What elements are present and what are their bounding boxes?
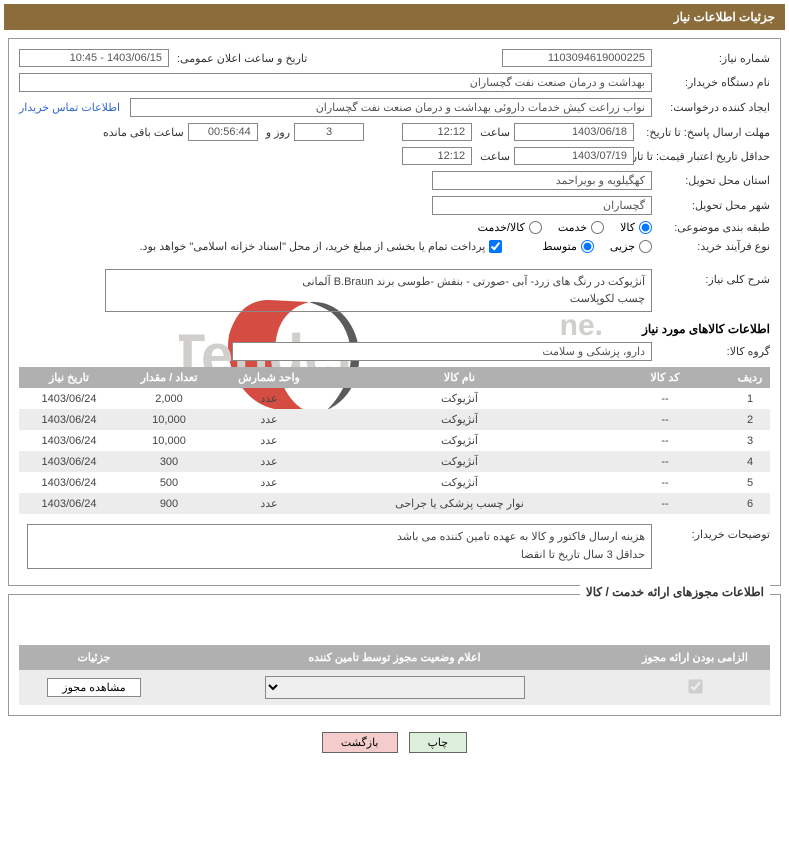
category-goods-service-radio[interactable] [529, 221, 542, 234]
category-label: طبقه بندی موضوعی: [660, 221, 770, 234]
th-name: نام کالا [319, 367, 600, 388]
goods-table: ردیف کد کالا نام کالا واحد شمارش تعداد /… [19, 367, 770, 514]
delivery-city-field: گچساران [432, 196, 652, 215]
announce-datetime-label: تاریخ و ساعت اعلان عمومی: [177, 52, 307, 65]
days-count-field: 3 [294, 123, 364, 141]
license-status-select[interactable] [265, 676, 525, 699]
remaining-label: ساعت باقی مانده [103, 126, 184, 139]
footer-buttons: چاپ بازگشت [4, 724, 785, 757]
main-form-panel: شماره نیاز: 1103094619000225 تاریخ و ساع… [8, 38, 781, 586]
license-panel-title: اطلاعات مجوزهای ارائه خدمت / کالا [580, 585, 770, 599]
validity-time-field: 12:12 [402, 147, 472, 165]
process-medium-label: متوسط [542, 240, 577, 253]
validity-date-field: 1403/07/19 [514, 147, 634, 165]
buyer-notes-line2: حداقل 3 سال تاریخ تا انقضا [34, 547, 645, 565]
time-label-1: ساعت [480, 126, 510, 139]
buyer-notes-field: هزینه ارسال فاکتور و کالا به عهده تامین … [27, 524, 652, 569]
view-license-button[interactable]: مشاهده مجوز [47, 678, 140, 697]
th-unit: واحد شمارش [219, 367, 319, 388]
table-row: 3 -- آنژیوکت عدد 10,000 1403/06/24 [19, 430, 770, 451]
th-mandatory: الزامی بودن ارائه مجوز [620, 645, 770, 670]
announce-datetime-field: 1403/06/15 - 10:45 [19, 49, 169, 67]
header-title: جزئیات اطلاعات نیاز [674, 10, 775, 24]
requester-field: نواب زراعت کیش خدمات داروئی بهداشت و درم… [130, 98, 652, 117]
requester-label: ایجاد کننده درخواست: [660, 101, 770, 114]
deadline-time-field: 12:12 [402, 123, 472, 141]
print-button[interactable]: چاپ [409, 732, 468, 753]
time-label-2: ساعت [480, 150, 510, 163]
th-qty: تعداد / مقدار [119, 367, 219, 388]
buyer-notes-label: توضیحات خریدار: [660, 524, 770, 541]
countdown-field: 00:56:44 [188, 123, 258, 141]
deadline-label: مهلت ارسال پاسخ: تا تاریخ: [642, 126, 770, 139]
category-goods-label: کالا [620, 221, 635, 234]
table-row: 2 -- آنژیوکت عدد 10,000 1403/06/24 [19, 409, 770, 430]
category-service-radio[interactable] [591, 221, 604, 234]
table-row: 5 -- آنژیوکت عدد 500 1403/06/24 [19, 472, 770, 493]
goods-group-field: دارو، پزشکی و سلامت [232, 342, 652, 361]
license-panel: اطلاعات مجوزهای ارائه خدمت / کالا الزامی… [8, 594, 781, 716]
th-status: اعلام وضعیت مجوز توسط تامین کننده [169, 645, 620, 670]
goods-group-label: گروه کالا: [660, 345, 770, 358]
buyer-notes-line1: هزینه ارسال فاکتور و کالا به عهده تامین … [34, 529, 645, 547]
category-goods-radio[interactable] [639, 221, 652, 234]
days-and-label: روز و [266, 126, 290, 139]
process-medium-radio[interactable] [581, 240, 594, 253]
delivery-city-label: شهر محل تحویل: [660, 199, 770, 212]
back-button[interactable]: بازگشت [322, 732, 398, 753]
deadline-date-field: 1403/06/18 [514, 123, 634, 141]
buyer-org-label: نام دستگاه خریدار: [660, 76, 770, 89]
payment-note-label: پرداخت تمام یا بخشی از مبلغ خرید، از محل… [140, 240, 486, 253]
validity-label: حداقل تاریخ اعتبار قیمت: تا تاریخ: [642, 150, 770, 163]
buyer-org-field: بهداشت و درمان صنعت نفت گچساران [19, 73, 652, 92]
th-details: جزئیات [19, 645, 169, 670]
table-row: 6 -- نوار چسب پزشکی یا جراحی عدد 900 140… [19, 493, 770, 514]
category-service-label: خدمت [558, 221, 587, 234]
table-row: 4 -- آنژیوکت عدد 300 1403/06/24 [19, 451, 770, 472]
need-number-field: 1103094619000225 [502, 49, 652, 67]
need-number-label: شماره نیاز: [660, 52, 770, 65]
process-minor-label: جزیی [610, 240, 635, 253]
th-row: ردیف [730, 367, 770, 388]
table-row: 1 -- آنژیوکت عدد 2,000 1403/06/24 [19, 388, 770, 409]
th-date: تاریخ نیاز [19, 367, 119, 388]
delivery-province-field: کهگیلویه و بویراحمد [432, 171, 652, 190]
overall-desc-line2: چسب لکوپلاست [112, 291, 645, 308]
license-row: مشاهده مجوز [19, 670, 770, 705]
process-type-label: نوع فرآیند خرید: [660, 240, 770, 253]
overall-desc-field: آنژیوکت در رنگ های زرد- آبی -صورتی - بنف… [105, 269, 652, 312]
license-mandatory-checkbox [688, 679, 702, 693]
th-code: کد کالا [600, 367, 730, 388]
category-goods-service-label: کالا/خدمت [478, 221, 525, 234]
overall-desc-line1: آنژیوکت در رنگ های زرد- آبی -صورتی - بنف… [112, 274, 645, 291]
payment-note-checkbox[interactable] [489, 240, 502, 253]
process-minor-radio[interactable] [639, 240, 652, 253]
header-bar: جزئیات اطلاعات نیاز [4, 4, 785, 30]
overall-desc-label: شرح کلی نیاز: [660, 269, 770, 286]
delivery-province-label: استان محل تحویل: [660, 174, 770, 187]
goods-section-title: اطلاعات کالاهای مورد نیاز [19, 322, 770, 336]
license-table: الزامی بودن ارائه مجوز اعلام وضعیت مجوز … [19, 645, 770, 705]
buyer-contact-link[interactable]: اطلاعات تماس خریدار [19, 101, 120, 114]
